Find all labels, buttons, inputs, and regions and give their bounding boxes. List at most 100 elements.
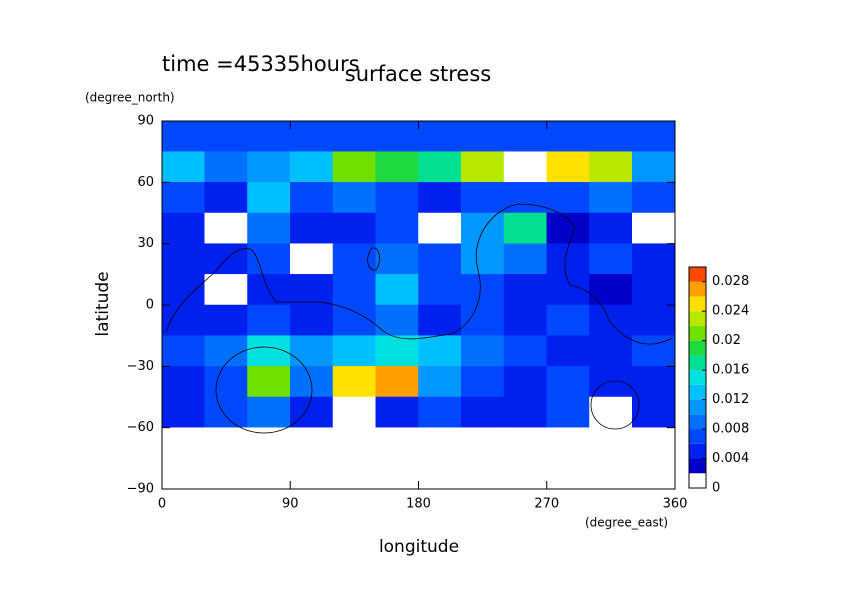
cell xyxy=(290,151,334,183)
colorbar-band xyxy=(689,267,706,282)
cell xyxy=(418,458,462,490)
colorbar-tick-label: 0.012 xyxy=(712,392,749,407)
cell xyxy=(204,274,248,306)
colorbar-band xyxy=(689,370,706,385)
cell xyxy=(418,396,462,428)
y-tick-label: −60 xyxy=(127,420,154,435)
cell xyxy=(204,427,248,459)
cell xyxy=(546,458,590,490)
cell xyxy=(546,304,590,336)
cell xyxy=(546,243,590,275)
cell xyxy=(503,427,547,459)
cell xyxy=(589,243,633,275)
cell xyxy=(632,366,676,398)
y-tick-label: 0 xyxy=(146,298,154,313)
cell xyxy=(247,396,291,428)
cell xyxy=(247,120,291,152)
cell xyxy=(503,335,547,367)
cell xyxy=(418,274,462,306)
cell xyxy=(632,396,676,428)
cell xyxy=(161,151,205,183)
colorbar-band xyxy=(689,399,706,415)
cell xyxy=(161,427,205,459)
cell xyxy=(290,427,334,459)
y-axis-label: latitude xyxy=(93,271,113,336)
cell xyxy=(546,182,590,214)
cell xyxy=(632,151,676,183)
x-axis-label: longitude xyxy=(379,537,459,557)
cell xyxy=(589,182,633,214)
cell xyxy=(632,182,676,214)
cell xyxy=(161,274,205,306)
cell xyxy=(332,120,376,152)
cell xyxy=(290,304,334,336)
cell xyxy=(290,396,334,428)
cell xyxy=(161,243,205,275)
cell xyxy=(632,212,676,244)
x-tick-label: 90 xyxy=(282,497,299,512)
cell xyxy=(332,151,376,183)
colorbar-outline xyxy=(688,266,707,489)
cell xyxy=(332,335,376,367)
cell xyxy=(546,366,590,398)
cell xyxy=(503,458,547,490)
field xyxy=(161,120,676,490)
cell xyxy=(632,304,676,336)
cell xyxy=(461,427,505,459)
cell xyxy=(546,335,590,367)
cell xyxy=(632,335,676,367)
x-tick-label: 270 xyxy=(534,497,559,512)
colorbar-band xyxy=(689,458,706,474)
colorbar-band xyxy=(689,429,706,444)
cell xyxy=(290,274,334,306)
cell xyxy=(418,304,462,336)
colorbar-tick-label: 0.016 xyxy=(712,363,749,378)
cell xyxy=(332,182,376,214)
cell xyxy=(375,396,419,428)
colorbar-band xyxy=(689,443,706,459)
cell xyxy=(503,396,547,428)
cell xyxy=(418,120,462,152)
x-unit: (degree_east) xyxy=(585,516,668,530)
cell xyxy=(375,151,419,183)
cell xyxy=(290,458,334,490)
cell xyxy=(375,243,419,275)
cell xyxy=(204,458,248,490)
cell xyxy=(461,212,505,244)
coastline xyxy=(367,247,380,271)
colorbar-tick-label: 0.024 xyxy=(712,304,749,319)
cell xyxy=(503,304,547,336)
coastlines xyxy=(165,203,673,434)
cell xyxy=(332,366,376,398)
cell xyxy=(204,182,248,214)
cell xyxy=(503,212,547,244)
colorbar-tick-label: 0.004 xyxy=(712,451,749,466)
cell xyxy=(204,335,248,367)
y-tick-label: 90 xyxy=(137,114,154,129)
cell xyxy=(204,151,248,183)
cell xyxy=(332,274,376,306)
cell xyxy=(247,243,291,275)
cell xyxy=(461,304,505,336)
cell xyxy=(503,243,547,275)
cell xyxy=(503,182,547,214)
cell xyxy=(546,396,590,428)
cell xyxy=(632,120,676,152)
cell xyxy=(546,120,590,152)
cell xyxy=(461,243,505,275)
cell xyxy=(375,182,419,214)
cell xyxy=(503,151,547,183)
cell xyxy=(589,304,633,336)
cell xyxy=(546,427,590,459)
cell xyxy=(632,274,676,306)
y-tick-label: 30 xyxy=(137,236,154,251)
cell xyxy=(247,366,291,398)
cell xyxy=(290,182,334,214)
cell xyxy=(247,182,291,214)
cell xyxy=(161,396,205,428)
cell xyxy=(332,396,376,428)
y-tick-label: −30 xyxy=(127,359,154,374)
cell xyxy=(332,212,376,244)
cell xyxy=(161,366,205,398)
